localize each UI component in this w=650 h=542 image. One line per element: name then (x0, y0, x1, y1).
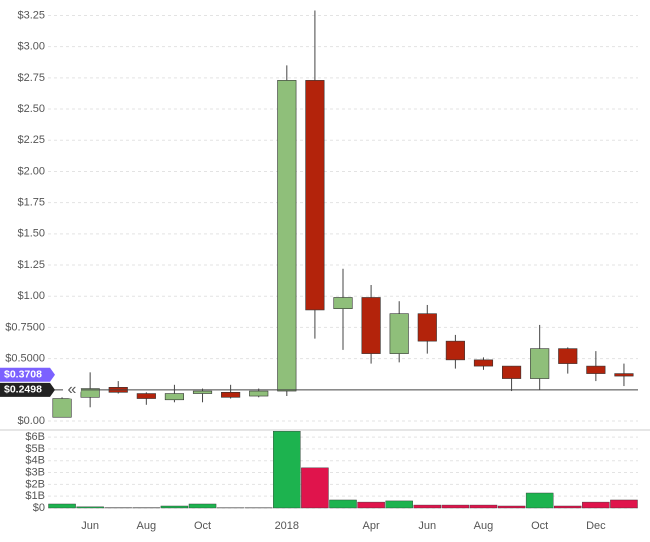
y-tick-label: $1.75 (17, 197, 45, 209)
candle-body (136, 393, 156, 399)
volume-bar (610, 499, 638, 509)
y-tick-label: $1.50 (17, 228, 45, 240)
y-tick-label: $2B (25, 478, 45, 490)
volume-bar (554, 505, 582, 509)
volume-bar (273, 430, 301, 509)
candle-body (192, 390, 213, 394)
candle-body (473, 359, 494, 367)
y-tick-label: $2.75 (17, 72, 45, 84)
x-tick-label: Apr (363, 520, 380, 532)
candle-body (305, 80, 325, 311)
candle-body (530, 348, 550, 379)
candle-body (164, 393, 185, 401)
volume-bar (48, 503, 76, 509)
candle-body (361, 297, 381, 354)
volume-bar (497, 505, 526, 509)
volume-bar (329, 499, 357, 509)
y-tick-label: $0.5000 (5, 353, 45, 365)
y-tick-label: $1B (25, 490, 45, 502)
volume-bar (357, 501, 385, 509)
y-tick-label: $3.25 (17, 9, 45, 21)
y-tick-label: $0.7500 (5, 321, 45, 333)
volume-bar (582, 501, 610, 509)
price-marker (0, 382, 55, 397)
x-tick-label: Aug (474, 520, 494, 532)
y-tick-label: $3B (25, 466, 45, 478)
y-tick-label: $1.00 (17, 290, 45, 302)
candle-body (249, 390, 269, 397)
candle-body (558, 348, 578, 364)
y-tick-label: $1.25 (17, 259, 45, 271)
candle-body (80, 388, 100, 398)
volume-bar (525, 492, 554, 509)
x-tick-label: Jun (418, 520, 436, 532)
candle-body (501, 365, 522, 379)
y-tick-label: $6B (25, 431, 45, 443)
candle-body (277, 80, 297, 392)
y-tick-label: $5B (25, 443, 45, 455)
x-tick-label: Dec (586, 520, 606, 532)
candle-body (52, 398, 72, 418)
candle-body (389, 313, 409, 354)
volume-bar (301, 467, 329, 509)
y-tick-label: $4B (25, 455, 45, 467)
candle-body (445, 340, 465, 361)
collapse-button[interactable] (63, 380, 81, 399)
volume-bar (469, 504, 498, 509)
y-tick-label: $0.00 (17, 415, 45, 427)
y-tick-label: $0 (33, 502, 45, 514)
candle-body (333, 297, 353, 310)
collapse-icon: « (68, 381, 77, 398)
candle-body (586, 365, 606, 374)
price-marker (0, 367, 55, 382)
y-tick-label: $2.00 (17, 165, 45, 177)
price-marker-label: $0.2498 (4, 384, 42, 396)
candle-body (221, 392, 241, 398)
volume-bar (385, 500, 413, 509)
x-tick-label: Oct (194, 520, 211, 532)
x-tick-label: Jun (81, 520, 99, 532)
y-tick-label: $2.25 (17, 134, 45, 146)
x-tick-label: Aug (137, 520, 157, 532)
x-tick-label: Oct (531, 520, 548, 532)
y-tick-label: $2.50 (17, 103, 45, 115)
volume-bar (413, 504, 442, 509)
volume-bar (160, 505, 189, 509)
volume-bar (188, 503, 217, 509)
x-tick-label: 2018 (275, 520, 299, 532)
y-tick-label: $3.00 (17, 41, 45, 53)
volume-bar (76, 506, 104, 509)
candle-body (417, 313, 437, 342)
price-marker-label: $0.3708 (4, 369, 42, 381)
volume-bar (441, 504, 470, 509)
candle-body (614, 373, 634, 377)
